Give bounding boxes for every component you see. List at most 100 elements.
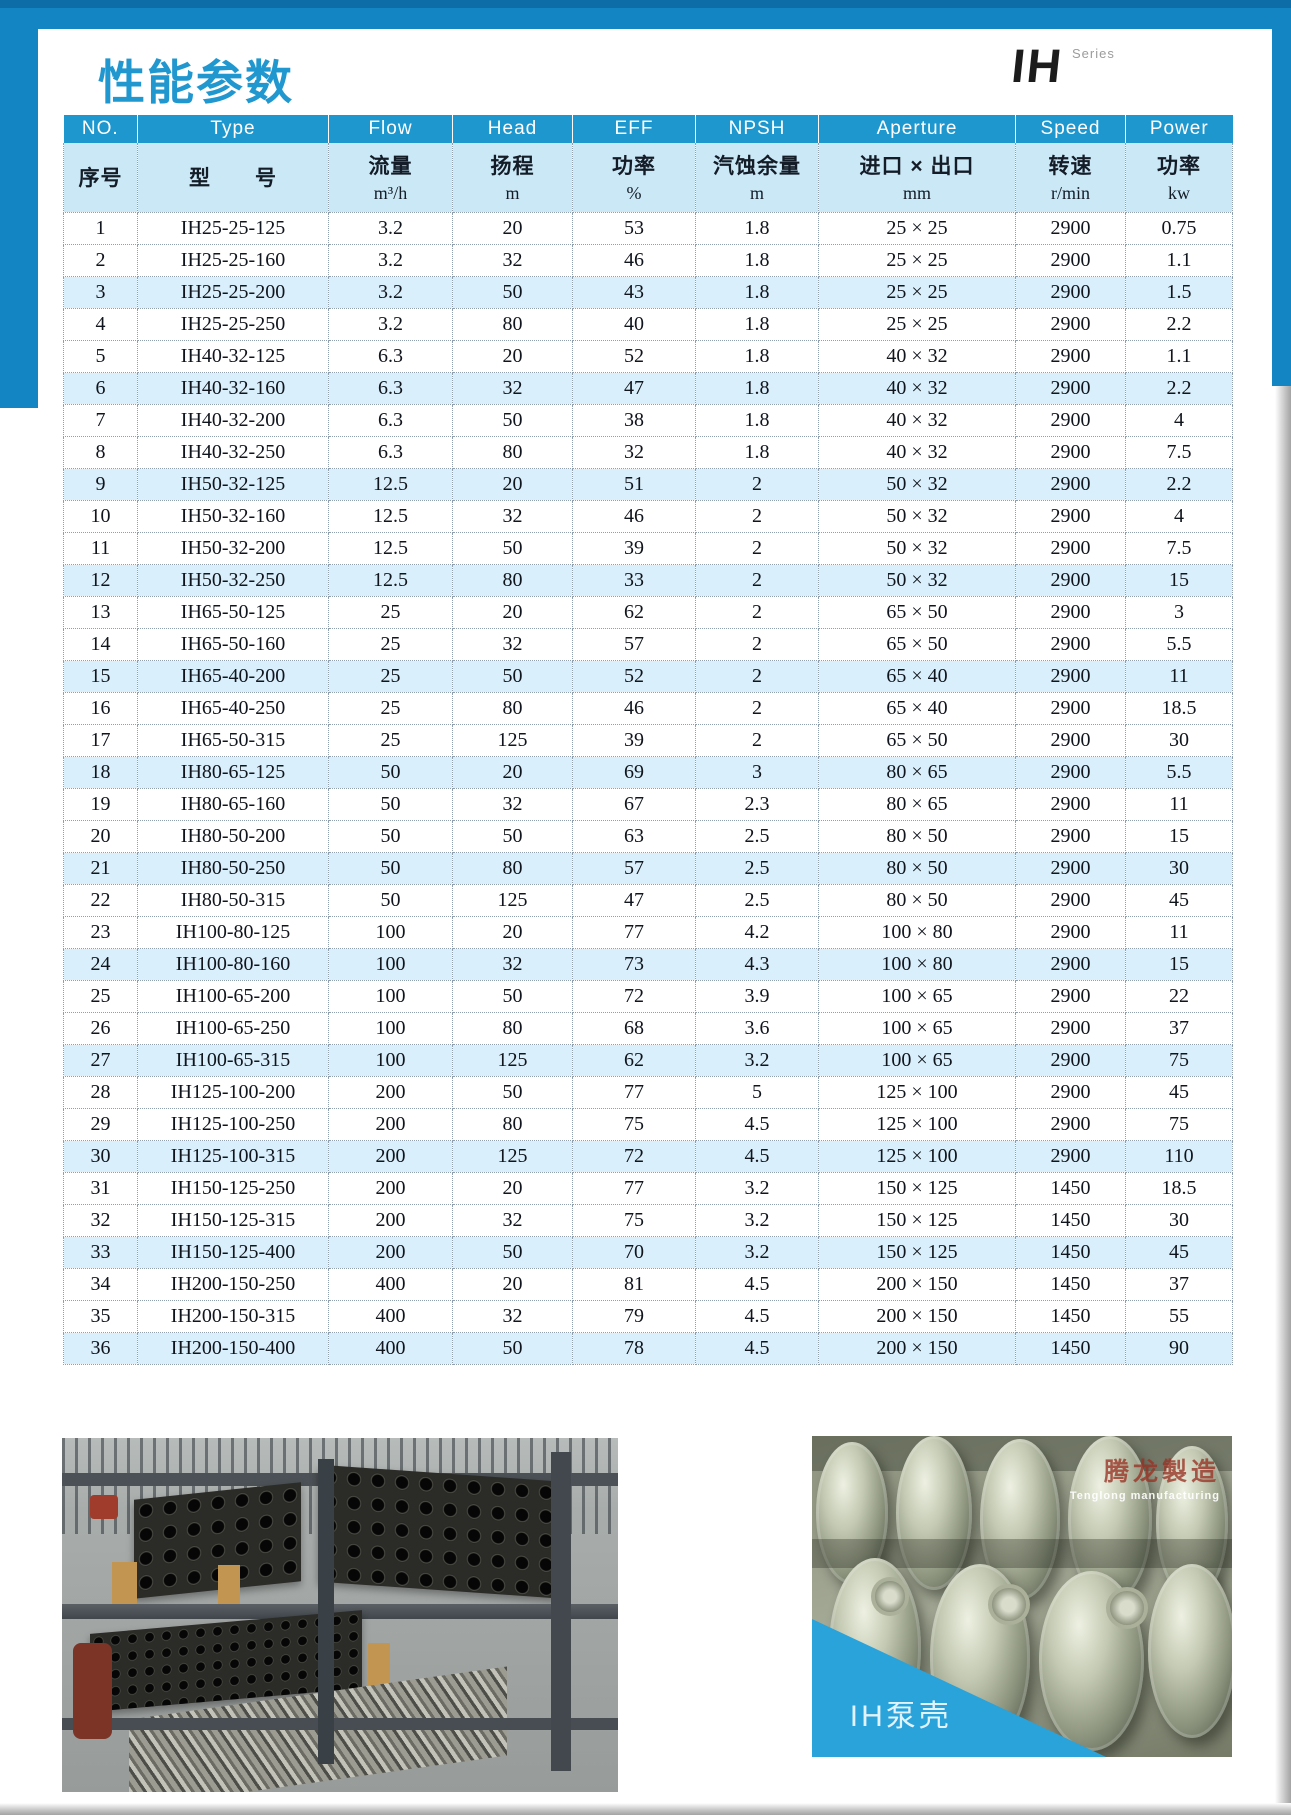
column-label-cn: 扬程 [490, 155, 535, 179]
cell: 1.8 [695, 339, 819, 373]
cell: 4.5 [695, 1107, 819, 1141]
cell: 25 × 25 [818, 243, 1016, 277]
cell: 150 × 125 [818, 1235, 1016, 1269]
table-row: 5 IH40-32-125 6.3 20 52 1.8 40 × 32 2900 1.1 [63, 339, 1233, 373]
cell: 2 [695, 595, 819, 629]
cell: 79 [572, 1299, 696, 1333]
cell: 200 [328, 1235, 453, 1269]
cell: 67 [572, 787, 696, 821]
cell: 25 × 25 [818, 307, 1016, 341]
column-label-cn: 汽蚀余量 [713, 155, 801, 179]
photo-caption: IH泵壳 [849, 1699, 952, 1733]
table-row: 35 IH200-150-315 400 32 79 4.5 200 × 150 1450 55 [63, 1299, 1233, 1333]
cell: 68 [572, 1011, 696, 1045]
cell: 32 [452, 1203, 573, 1237]
cell: 4.2 [695, 915, 819, 949]
column-header: NPSH [695, 115, 819, 143]
cell: 20 [452, 595, 573, 629]
cell: 34 [63, 1267, 138, 1301]
cell: 200 × 150 [818, 1299, 1016, 1333]
cell: 3 [695, 755, 819, 789]
cell: 50 [452, 531, 573, 565]
cell: IH80-50-250 [137, 851, 329, 885]
cell: 80 [452, 307, 573, 341]
cell: 72 [572, 979, 696, 1013]
cell: 65 × 40 [818, 691, 1016, 725]
column-label-cn: 序号 [78, 167, 123, 191]
cell: IH25-25-125 [137, 211, 329, 245]
cell: 1.1 [1125, 339, 1233, 373]
column-unit: r/min [1051, 183, 1090, 204]
cell: 400 [328, 1331, 453, 1365]
cell: 29 [63, 1107, 138, 1141]
cell: 125 × 100 [818, 1075, 1016, 1109]
cell: 125 × 100 [818, 1139, 1016, 1173]
cell: 18.5 [1125, 1171, 1233, 1205]
column-header: NO. [63, 115, 138, 143]
cell: 110 [1125, 1139, 1233, 1173]
table-row: 32 IH150-125-315 200 32 75 3.2 150 × 125 1450 30 [63, 1203, 1233, 1237]
photo-texture [988, 1583, 1031, 1626]
cell: 4 [1125, 403, 1233, 437]
cell: IH80-65-125 [137, 755, 329, 789]
table-row: 17 IH65-50-315 25 125 39 2 65 × 50 2900 30 [63, 723, 1233, 757]
cell: 21 [63, 851, 138, 885]
cell: 15 [63, 659, 138, 693]
cell: 2.5 [695, 851, 819, 885]
cell: 32 [452, 627, 573, 661]
cell: 52 [572, 659, 696, 693]
cell: 7.5 [1125, 531, 1233, 565]
table-header-cn-row: 序号 型 号 流量 m³/h 扬程 m 功率% 汽蚀余量 m 进口 × 出口 mm 转速 r/min 功率… [63, 143, 1233, 213]
cell: IH65-50-160 [137, 627, 329, 661]
cell: 23 [63, 915, 138, 949]
cell: 100 [328, 915, 453, 949]
cell: 5.5 [1125, 755, 1233, 789]
cell: 27 [63, 1043, 138, 1077]
cell: IH40-32-250 [137, 435, 329, 469]
photo-texture [551, 1452, 571, 1771]
cell: IH50-32-160 [137, 499, 329, 533]
cell: 39 [572, 723, 696, 757]
cell: 2.5 [695, 883, 819, 917]
column-label-cn: 功率 [1157, 155, 1201, 179]
cell: 6.3 [328, 435, 453, 469]
cell: IH125-100-200 [137, 1075, 329, 1109]
cell: 78 [572, 1331, 696, 1365]
cell: 63 [572, 819, 696, 853]
cell: 2900 [1015, 307, 1126, 341]
cell: 80 [452, 691, 573, 725]
cell: 150 × 125 [818, 1203, 1016, 1237]
column-label-cn: 型 号 [189, 167, 277, 191]
cell: 2900 [1015, 883, 1126, 917]
cell: 3.2 [695, 1235, 819, 1269]
cell: 20 [452, 467, 573, 501]
cell: 80 [452, 435, 573, 469]
cell: 2 [695, 531, 819, 565]
column-subheader: 型 号 [137, 143, 329, 213]
column-header: Flow [328, 115, 453, 143]
column-unit: mm [902, 183, 931, 204]
column-label-cn: 流量 [368, 155, 413, 179]
photo-texture [870, 1577, 909, 1616]
right-accent-bar [1272, 0, 1291, 386]
cell: 26 [63, 1011, 138, 1045]
cell: 51 [572, 467, 696, 501]
cell: IH80-50-315 [137, 883, 329, 917]
cell: IH25-25-160 [137, 243, 329, 277]
cell: 50 [452, 275, 573, 309]
cell: 46 [572, 499, 696, 533]
cell: 75 [1125, 1043, 1233, 1077]
column-unit: % [626, 183, 642, 204]
cell: IH65-40-250 [137, 691, 329, 725]
cell: 80 × 50 [818, 819, 1016, 853]
cell: 25 [63, 979, 138, 1013]
table-row: 3 IH25-25-200 3.2 50 43 1.8 25 × 25 2900 1.5 [63, 275, 1233, 309]
table-row: 15 IH65-40-200 25 50 52 2 65 × 40 2900 11 [63, 659, 1233, 693]
column-subheader: 功率% [572, 143, 696, 213]
column-unit: kw [1168, 183, 1190, 204]
cell: 1.8 [695, 371, 819, 405]
cell: 2900 [1015, 627, 1126, 661]
cell: 6 [63, 371, 138, 405]
cell: 13 [63, 595, 138, 629]
